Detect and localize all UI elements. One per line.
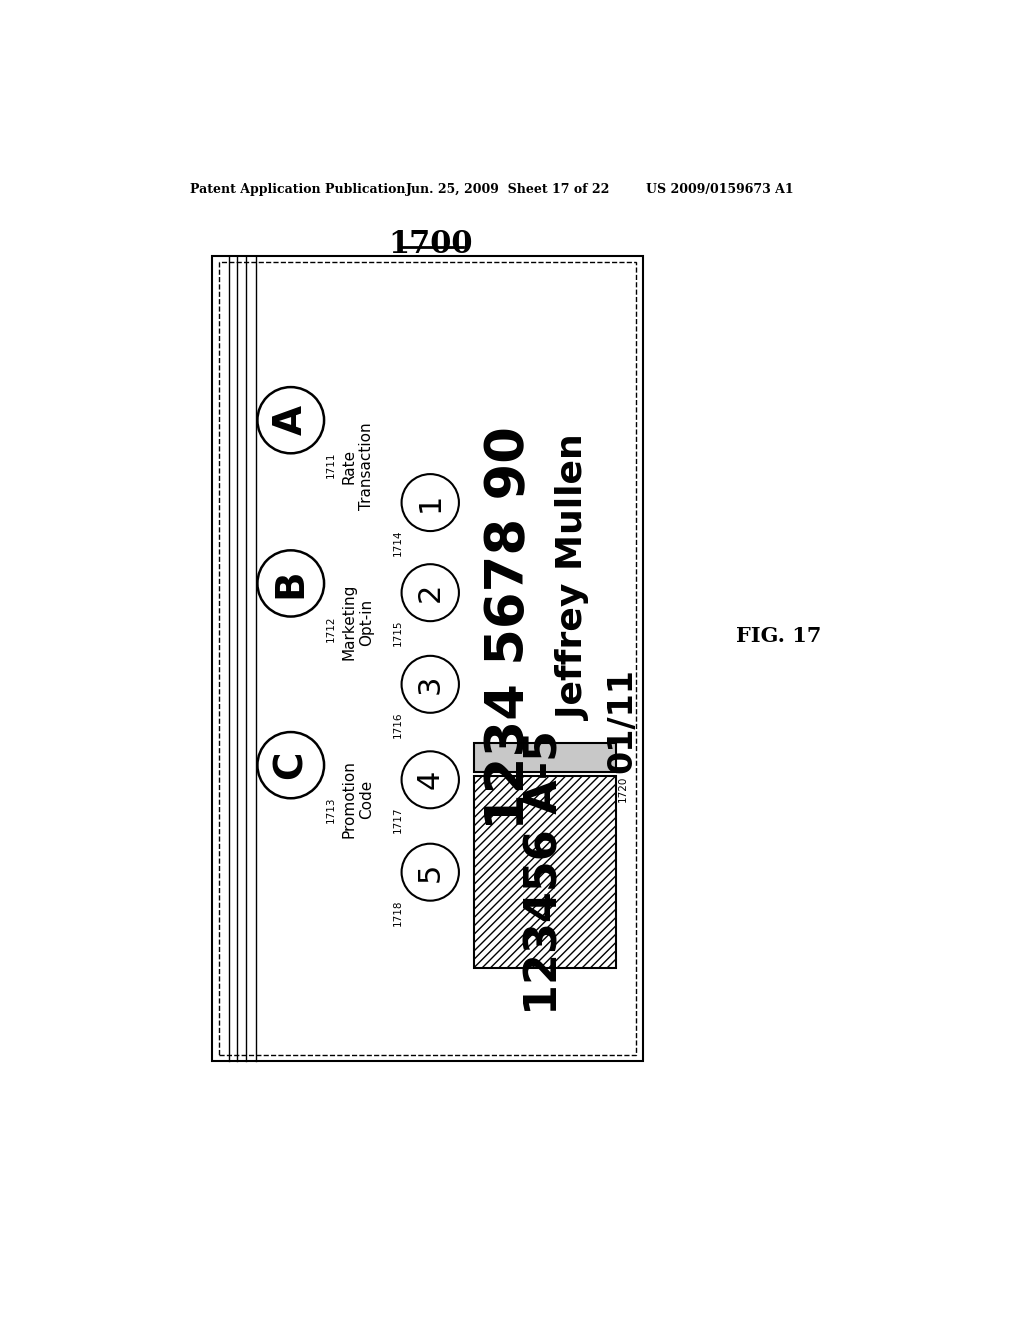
Text: FIG. 17: FIG. 17 (736, 626, 821, 645)
Bar (219, 263, 636, 1055)
Text: C: C (271, 751, 309, 779)
Text: 1715: 1715 (393, 619, 403, 645)
Bar (212, 256, 643, 1061)
Bar (474, 776, 616, 969)
Text: 1700: 1700 (388, 230, 472, 260)
Text: 1720: 1720 (617, 776, 628, 803)
Text: A: A (271, 405, 309, 436)
Text: Jeffrey Mullen: Jeffrey Mullen (557, 436, 591, 721)
Text: 1717: 1717 (393, 807, 403, 833)
Bar (474, 743, 616, 772)
Text: Rate
Transaction: Rate Transaction (342, 422, 375, 511)
Text: 1714: 1714 (393, 529, 403, 556)
Text: 3: 3 (416, 675, 444, 694)
Text: 5: 5 (416, 862, 444, 882)
Text: 4: 4 (416, 770, 444, 789)
Text: B: B (271, 569, 309, 598)
Text: 01/11: 01/11 (605, 668, 638, 774)
Text: Patent Application Publication: Patent Application Publication (190, 183, 406, 197)
Text: Marketing
Opt-in: Marketing Opt-in (342, 583, 375, 660)
Text: 1711: 1711 (326, 451, 336, 478)
Text: 123456 A-5: 123456 A-5 (524, 730, 567, 1015)
Bar (476, 777, 614, 966)
Text: 1713: 1713 (326, 797, 336, 824)
Text: 1718: 1718 (393, 899, 403, 925)
Text: 1712: 1712 (326, 615, 336, 642)
Text: 1: 1 (416, 492, 444, 512)
Text: US 2009/0159673 A1: US 2009/0159673 A1 (646, 183, 794, 197)
Text: 1716: 1716 (393, 711, 403, 738)
Text: 2: 2 (416, 583, 444, 602)
Text: 1234 5678 90: 1234 5678 90 (483, 426, 536, 830)
Text: Promotion
Code: Promotion Code (342, 760, 375, 838)
Text: Jun. 25, 2009  Sheet 17 of 22: Jun. 25, 2009 Sheet 17 of 22 (406, 183, 610, 197)
